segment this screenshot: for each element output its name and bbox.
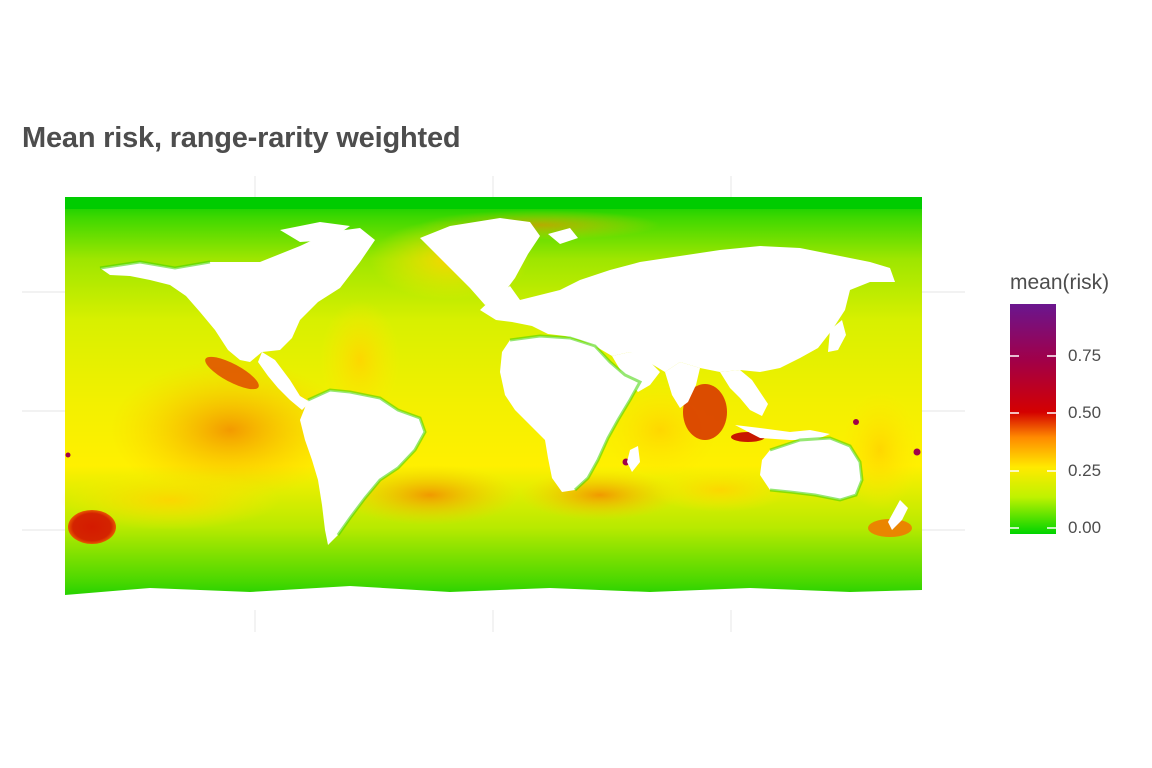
uk <box>497 296 508 316</box>
coastal-shelves <box>99 260 864 536</box>
indonesia <box>735 425 830 440</box>
south-america <box>300 390 425 545</box>
new-zealand <box>888 500 908 530</box>
legend-tick-label: 0.50 <box>1068 403 1102 422</box>
southeast-asia <box>720 370 768 416</box>
europe-asia <box>480 246 895 372</box>
north-america <box>100 228 375 362</box>
africa <box>500 336 640 492</box>
legend-tick-label: 0.25 <box>1068 461 1102 480</box>
plot-title: Mean risk, range-rarity weighted <box>22 122 461 154</box>
india <box>665 362 700 408</box>
japan <box>828 320 846 352</box>
svalbard <box>548 228 578 244</box>
legend-title: mean(risk) <box>1010 271 1110 294</box>
legend-tick-label: 0.75 <box>1068 346 1102 365</box>
central-america <box>258 352 310 410</box>
legend-tick-label: 0.00 <box>1068 518 1102 537</box>
land-masses <box>65 218 922 610</box>
antarctica <box>65 586 922 610</box>
australia <box>760 438 862 500</box>
legend-colorbar <box>1010 304 1056 534</box>
arabia <box>612 352 660 392</box>
madagascar <box>627 446 640 472</box>
greenland <box>420 218 540 305</box>
arctic-islands <box>280 222 350 242</box>
